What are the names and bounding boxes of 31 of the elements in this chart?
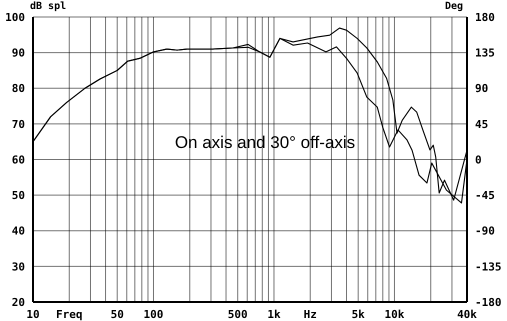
y-tick-label: 60 [12,153,25,166]
x-tick-label: 1k [267,308,281,321]
y2-tick-label: -90 [475,224,495,238]
y-tick-label: 90 [12,46,25,60]
y2-tick-label: 180 [475,10,495,24]
y-tick-label: 50 [12,189,25,202]
y2-tick-label: 90 [475,82,488,96]
x-tick-label: 10 [26,308,40,321]
y-tick-label: 70 [12,118,25,131]
x-tick-label: 100 [144,308,164,321]
y-tick-label: 80 [12,82,25,96]
y2-tick-label: -180 [475,296,502,309]
y-axis-title: dB spl [30,1,66,12]
y-tick-label: 100 [5,10,25,24]
x-tick-label: 10k [384,308,405,321]
y2-tick-label: 135 [475,46,495,60]
x-tick-label: Hz [304,308,317,321]
x-tick-label: Freq [56,308,83,321]
y-tick-label: 30 [12,260,25,274]
x-tick-label: 50 [110,308,124,321]
x-tick-label: 5k [352,308,366,321]
y-tick-label: 40 [12,224,25,238]
y-tick-label: 20 [12,296,25,309]
y2-axis-title: Deg [444,1,463,12]
x-tick-label: 40k [457,308,478,321]
y2-tick-label: 0 [475,153,482,166]
y2-tick-label: -45 [475,189,495,202]
y2-tick-label: 45 [475,118,488,131]
x-tick-label: 500 [228,308,248,321]
y2-tick-label: -135 [475,260,502,274]
annotation: On axis and 30° off-axis [174,133,356,153]
